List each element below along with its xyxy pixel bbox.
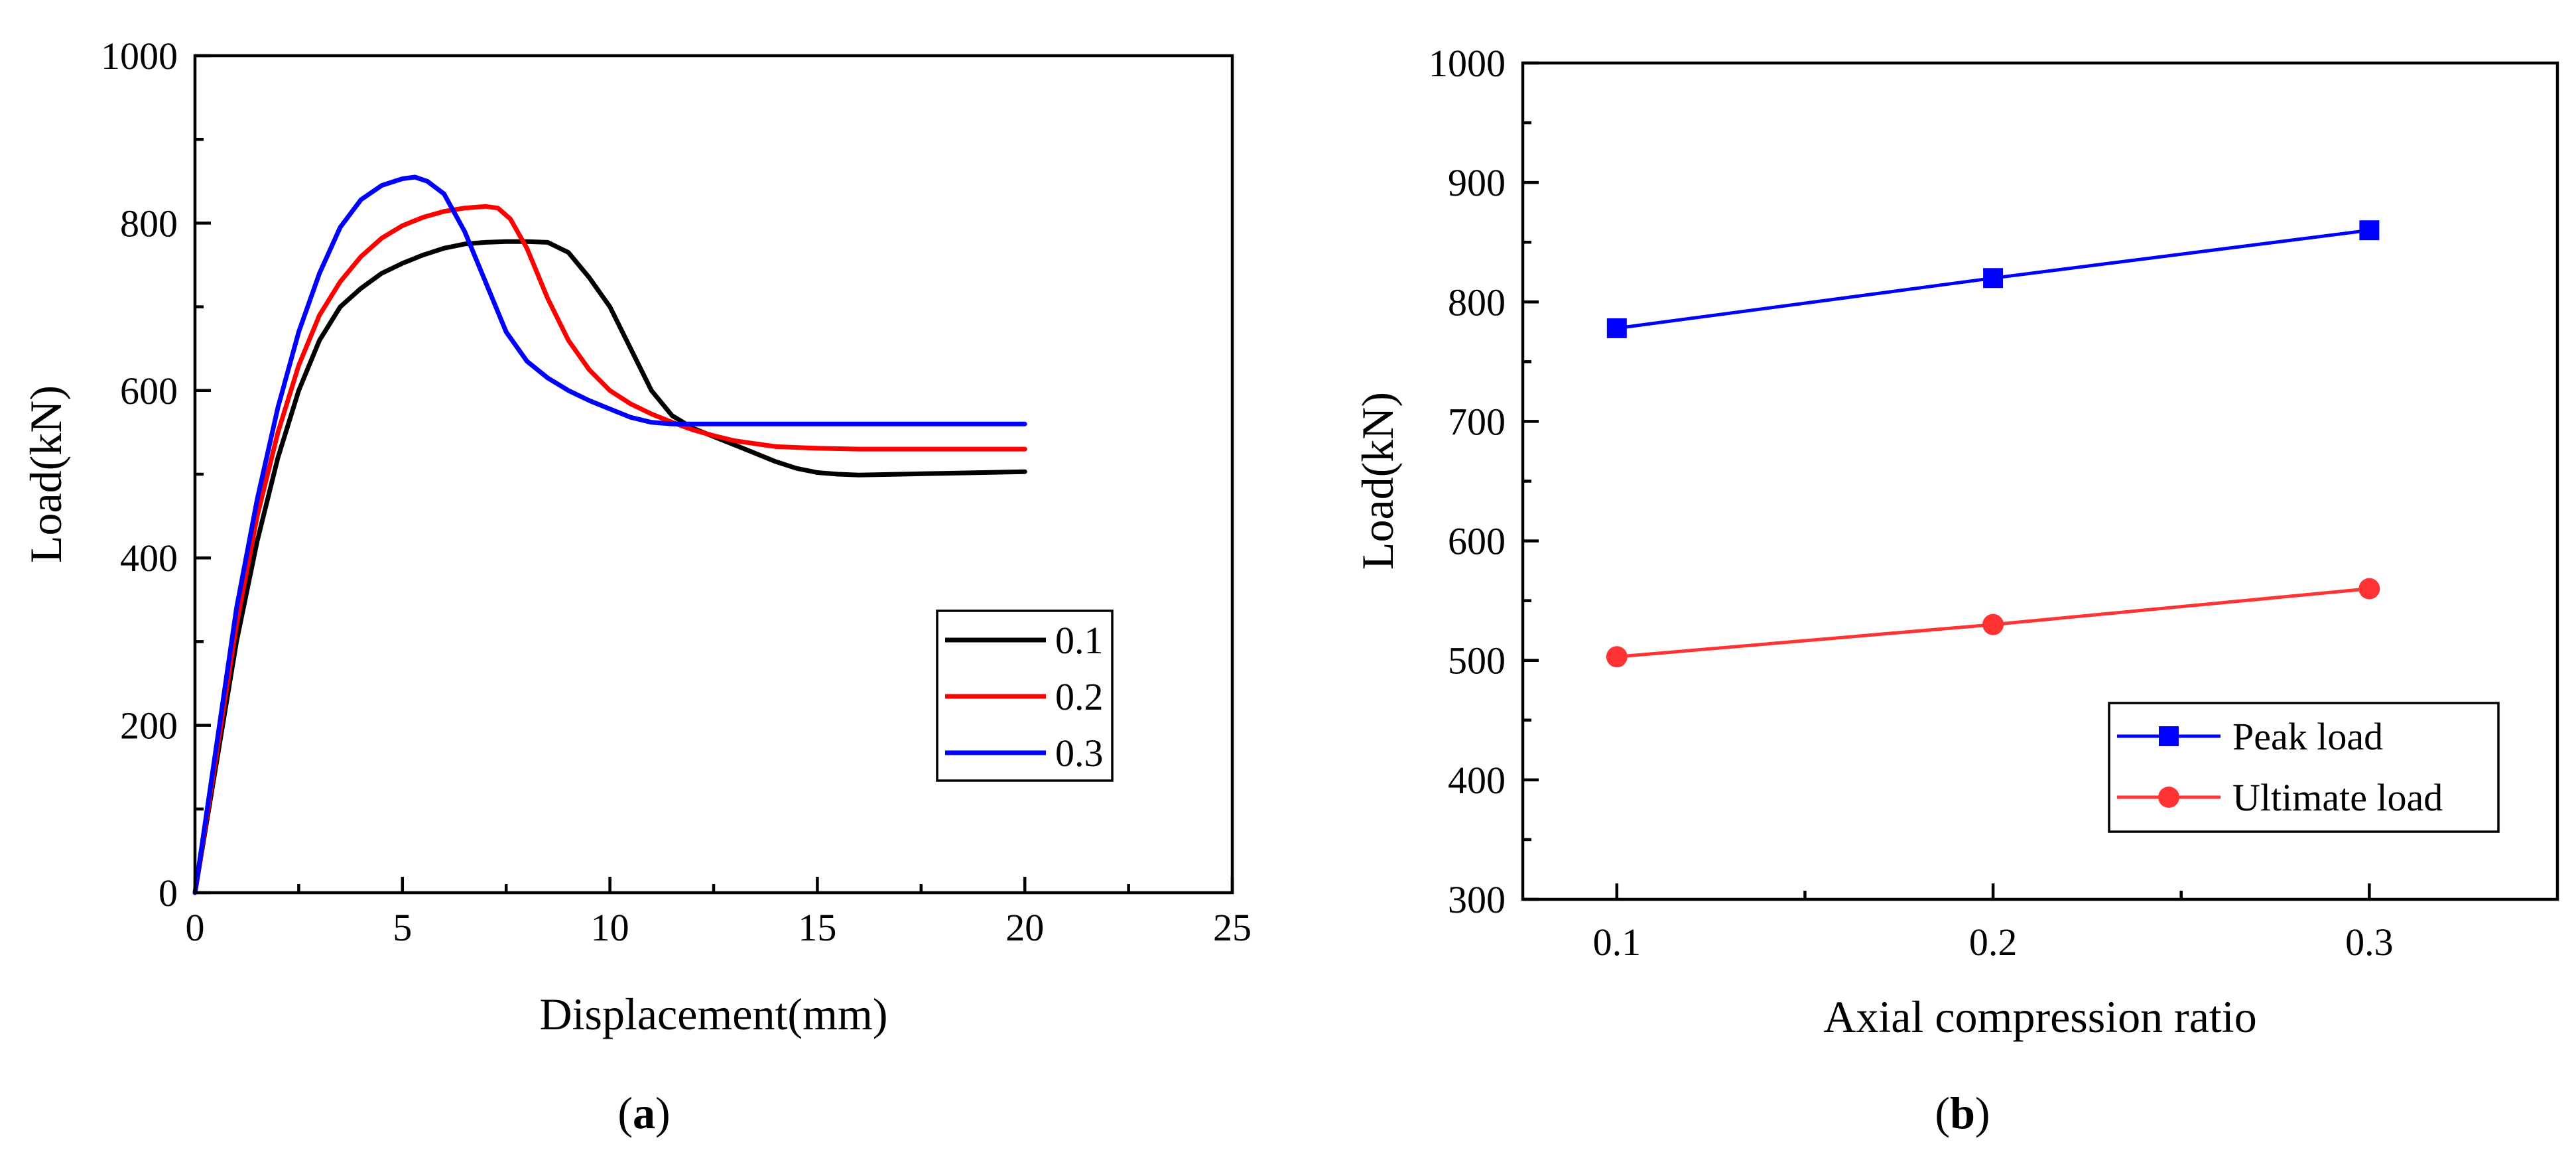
chart-b-xtick-label: 0.3 xyxy=(2345,921,2394,964)
chart-a-series-line-0.3 xyxy=(192,174,1027,895)
chart-b-ylabel: Load(kN) xyxy=(1352,392,1403,570)
chart-b-point-peak xyxy=(1606,318,1627,338)
chart-a-ticks: 0 5 10 15 20 25 0 200 400 600 800 1000 xyxy=(101,34,1252,949)
chart-b: 0.1 0.2 0.3 300 400 500 600 700 800 900 1000 Axial… xyxy=(1352,42,2559,1138)
chart-b-ytick-label: 800 xyxy=(1448,281,1506,324)
chart-b-point-peak xyxy=(2359,220,2380,241)
chart-b-legend-label: Peak load xyxy=(2232,715,2383,758)
chart-b-series xyxy=(1606,220,2380,668)
chart-a-ytick-label: 400 xyxy=(120,537,178,580)
chart-a-legend-label: 0.3 xyxy=(1055,732,1104,775)
chart-b-xtick-label: 0.2 xyxy=(1969,921,2018,964)
chart-a-series-line-0.2 xyxy=(192,204,1027,895)
chart-a-ytick-label: 1000 xyxy=(101,34,178,78)
chart-b-ytick-label: 500 xyxy=(1448,639,1506,682)
chart-b-legend-marker xyxy=(2158,787,2179,808)
chart-a-legend-label: 0.2 xyxy=(1055,675,1104,718)
chart-b-caption: (b) xyxy=(1935,1088,1990,1138)
chart-a-xtick-label: 0 xyxy=(186,906,205,949)
chart-b-point-ultimate xyxy=(2358,578,2380,600)
chart-b-xlabel: Axial compression ratio xyxy=(1823,992,2256,1042)
chart-a-ytick-label: 800 xyxy=(120,202,178,245)
chart-b-ytick-label: 300 xyxy=(1448,878,1506,921)
chart-a-xtick-label: 20 xyxy=(1005,906,1044,949)
chart-a-xtick-label: 25 xyxy=(1213,906,1252,949)
chart-b-ytick-label: 1000 xyxy=(1429,42,1506,85)
chart-a-xtick-label: 10 xyxy=(591,906,629,949)
chart-a-ytick-label: 600 xyxy=(120,369,178,413)
chart-b-xtick-label: 0.1 xyxy=(1593,921,1642,964)
chart-a-legend-label: 0.1 xyxy=(1055,619,1104,662)
chart-a-series-line-0.1 xyxy=(192,239,1027,895)
chart-b-ticks: 0.1 0.2 0.3 300 400 500 600 700 800 900 1000 xyxy=(1429,42,2394,964)
chart-b-legend-marker xyxy=(2159,726,2179,746)
chart-a-legend: 0.1 0.2 0.3 xyxy=(936,610,1114,782)
chart-a-series xyxy=(192,174,1027,895)
chart-b-point-peak xyxy=(1983,268,2004,289)
chart-b-ytick-label: 700 xyxy=(1448,400,1506,443)
chart-a-xlabel: Displacement(mm) xyxy=(540,989,888,1039)
chart-a-ytick-label: 0 xyxy=(159,871,178,915)
chart-b-ytick-label: 900 xyxy=(1448,161,1506,204)
chart-b-ytick-label: 600 xyxy=(1448,520,1506,563)
chart-a: 0 5 10 15 20 25 0 200 400 600 800 1000 Displacement… xyxy=(21,34,1252,1138)
chart-b-point-ultimate xyxy=(1606,646,1628,668)
chart-a-xtick-label: 15 xyxy=(798,906,836,949)
chart-b-point-ultimate xyxy=(1982,613,2004,635)
chart-a-ytick-label: 200 xyxy=(120,704,178,747)
chart-b-legend: Peak load Ultimate load xyxy=(2108,702,2500,833)
chart-a-ylabel: Load(kN) xyxy=(21,385,71,563)
chart-b-legend-label: Ultimate load xyxy=(2232,776,2443,819)
chart-a-caption: (a) xyxy=(617,1088,670,1138)
chart-a-frame xyxy=(193,54,1234,895)
chart-b-ytick-label: 400 xyxy=(1448,759,1506,802)
chart-b-frame xyxy=(1521,61,2559,901)
chart-b-legend-box xyxy=(2108,702,2500,833)
chart-a-xtick-label: 5 xyxy=(393,906,412,949)
